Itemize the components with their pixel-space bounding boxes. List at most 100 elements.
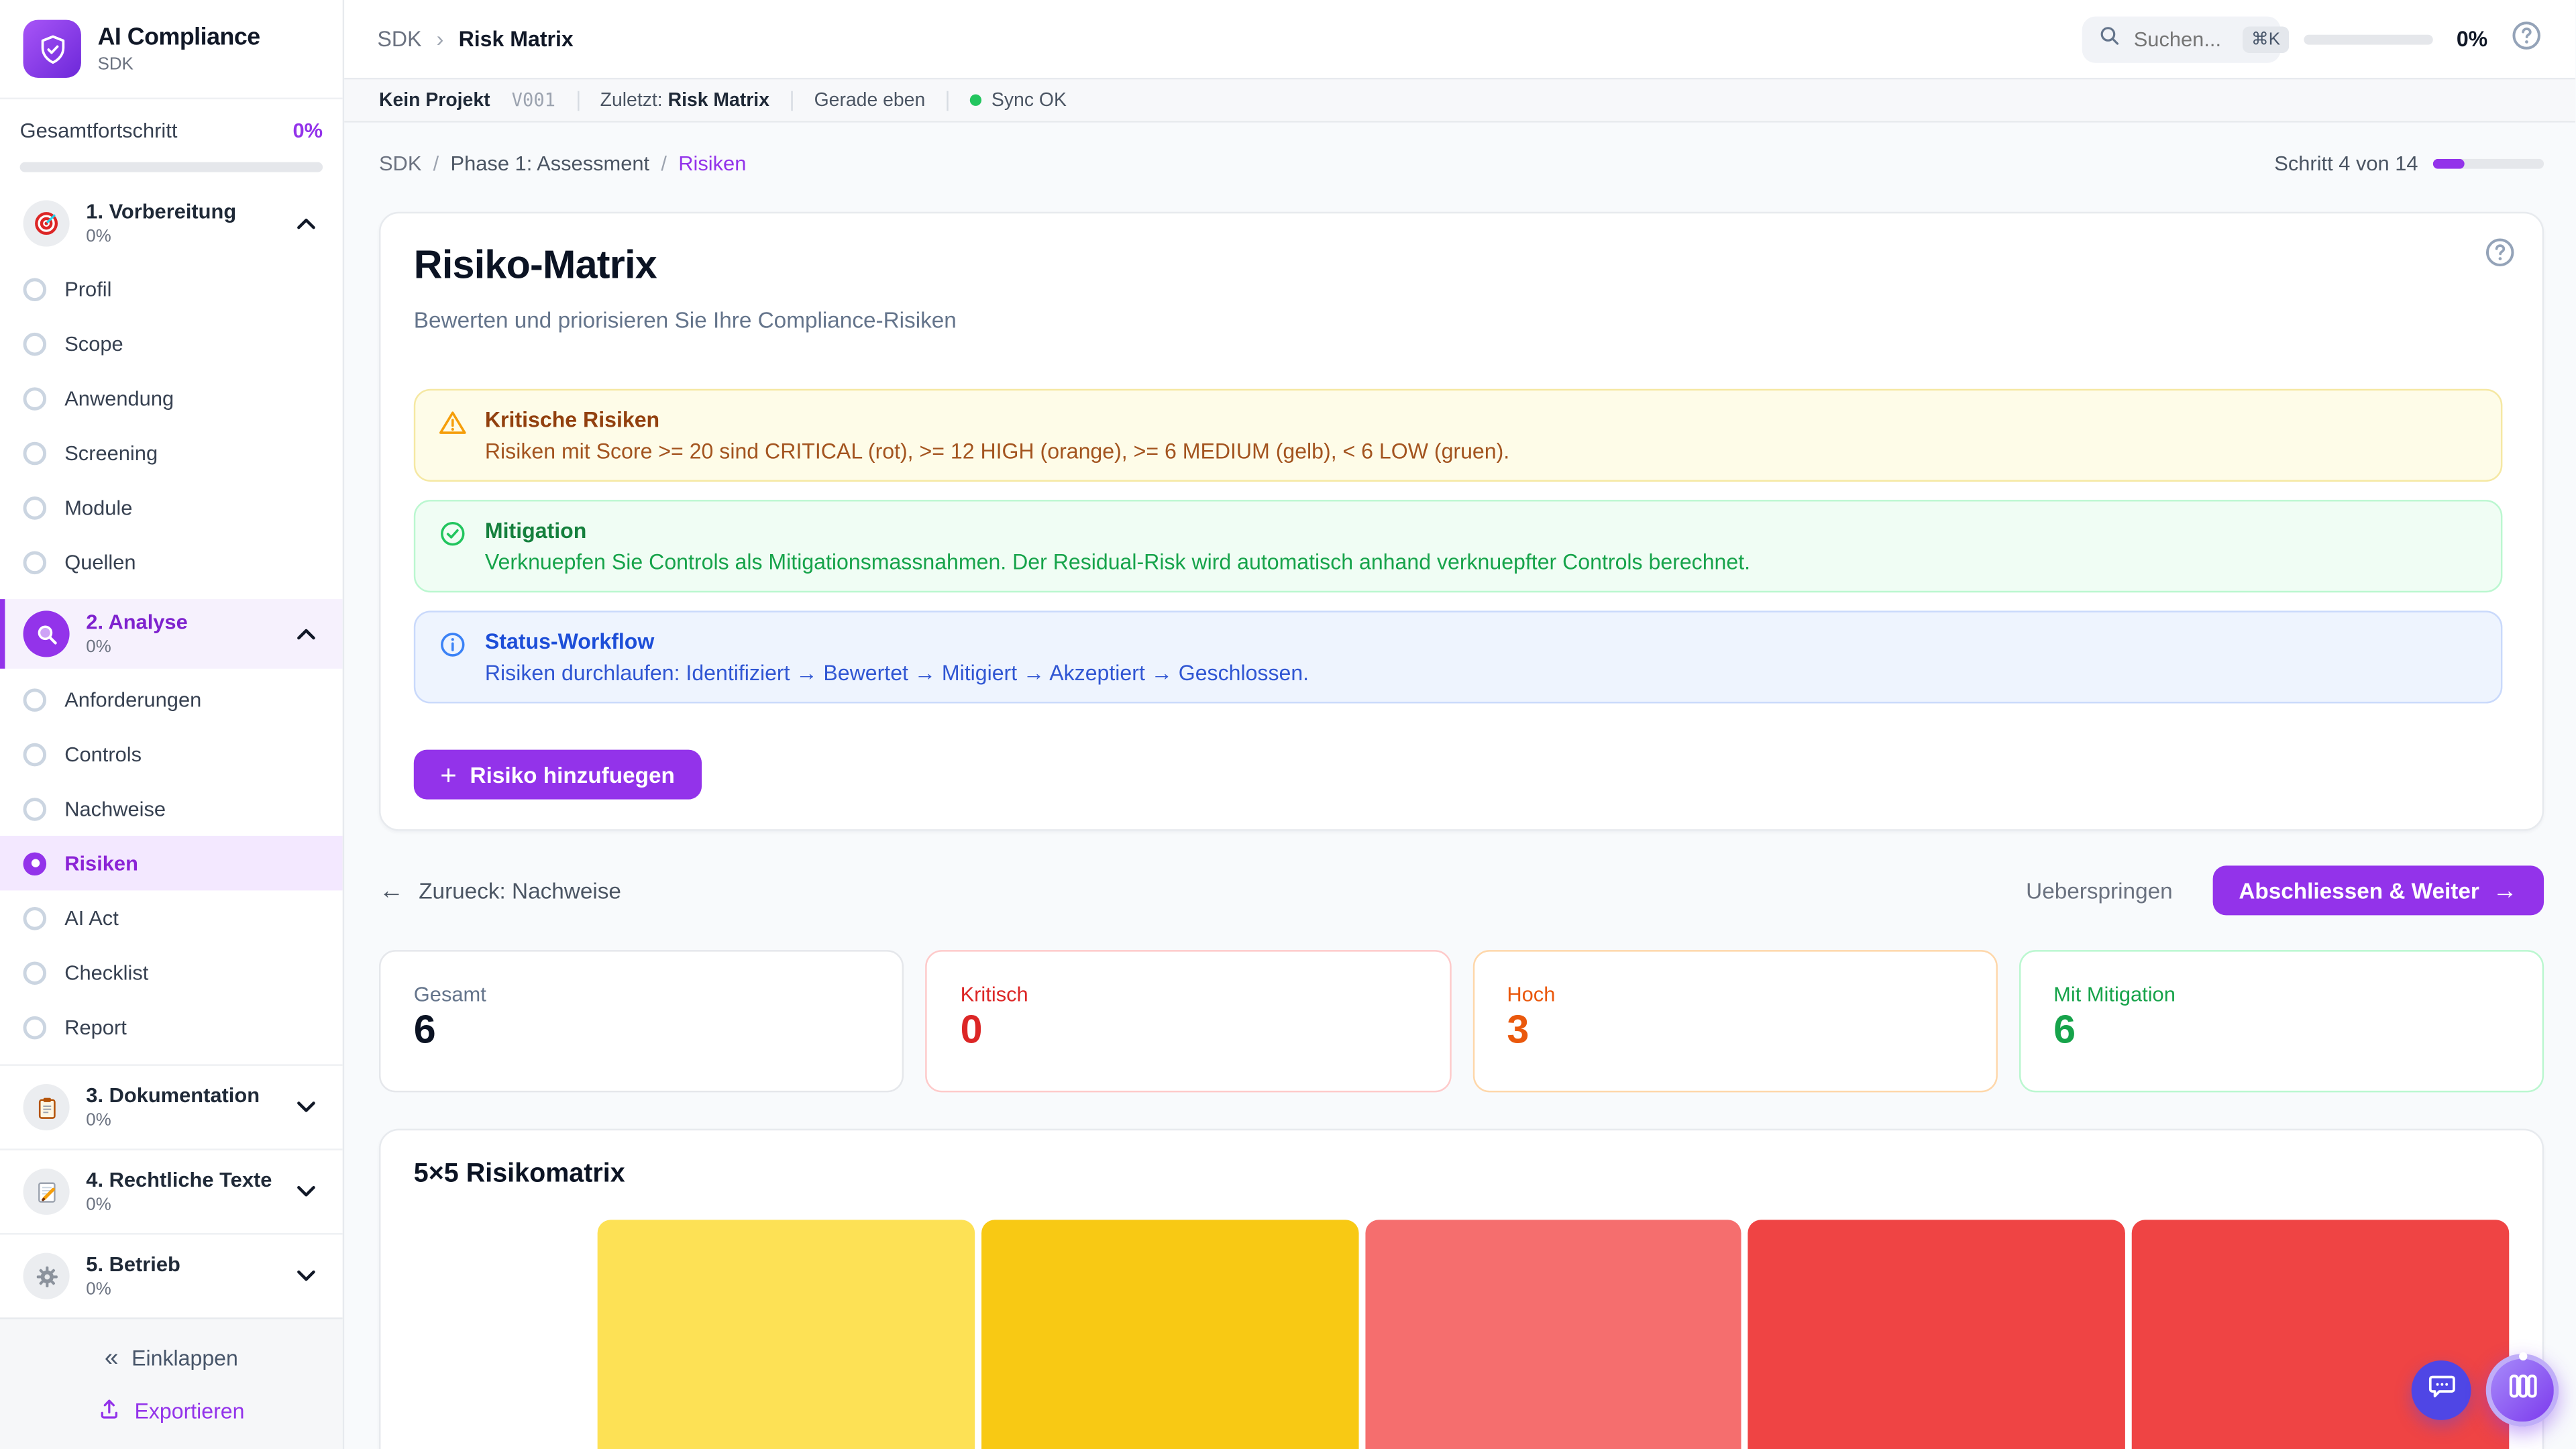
alert-title: Mitigation <box>484 518 587 543</box>
radio-icon <box>23 550 47 574</box>
radio-icon <box>23 742 47 766</box>
sidebar-item-screening[interactable]: Screening <box>0 425 343 480</box>
radio-icon <box>23 961 47 984</box>
sidebar-item-checklist[interactable]: Checklist <box>0 945 343 1000</box>
gear-icon <box>23 1252 70 1299</box>
topbar-progress-value: 0% <box>2456 26 2488 52</box>
matrix-cell[interactable] <box>1748 1220 2126 1449</box>
sidebar: AI Compliance SDK Gesamtfortschritt 0% 1… <box>0 0 345 1449</box>
radio-icon <box>23 796 47 820</box>
breadcrumb-root[interactable]: SDK <box>377 26 422 52</box>
sidebar-item-nachweise[interactable]: Nachweise <box>0 782 343 836</box>
sidebar-item-report[interactable]: Report <box>0 1000 343 1054</box>
last-saved-time: Gerade eben <box>814 90 926 111</box>
sidebar-item-anwendung[interactable]: Anwendung <box>0 371 343 425</box>
section-label: 3. Dokumentation <box>86 1084 260 1108</box>
chevron-right-icon: › <box>436 26 444 52</box>
sidebar-section-vorbereitung[interactable]: 1. Vorbereitung 0% <box>0 189 343 258</box>
stat-label: Mit Mitigation <box>2053 983 2176 1007</box>
sidebar-section-analyse[interactable]: 2. Analyse 0% <box>0 599 343 669</box>
help-icon[interactable] <box>2511 19 2542 58</box>
search-input[interactable] <box>2133 27 2230 51</box>
sidebar-section-betrieb[interactable]: 5. Betrieb 0% <box>0 1235 343 1318</box>
radio-icon <box>23 441 47 465</box>
matrix-cell[interactable] <box>1364 1220 1742 1449</box>
sidebar-section-rechtliche-texte[interactable]: 4. Rechtliche Texte 0% <box>0 1150 343 1233</box>
upload-icon <box>98 1397 121 1425</box>
memo-icon <box>23 1168 70 1215</box>
step-label: Schritt 4 von 14 <box>2274 152 2418 176</box>
skip-button[interactable]: Ueberspringen <box>2026 877 2173 903</box>
sidebar-item-profil[interactable]: Profil <box>0 262 343 316</box>
stat-card-kritisch: Kritisch 0 <box>925 950 1451 1093</box>
sidebar-item-anforderungen[interactable]: Anforderungen <box>0 672 343 727</box>
chevron-down-icon[interactable] <box>297 1177 317 1206</box>
overall-progress-value: 0% <box>292 119 323 143</box>
breadcrumb-risiken: Risiken <box>678 152 747 176</box>
chat-button[interactable] <box>2411 1360 2471 1420</box>
collapse-icon: « <box>104 1344 119 1373</box>
last-page: Zuletzt: Risk Matrix <box>600 90 769 111</box>
card-help-icon[interactable] <box>2484 237 2516 276</box>
alert-critical-risks: Kritische Risiken Risiken mit Score >= 2… <box>413 388 2503 482</box>
info-circle-icon <box>439 631 467 685</box>
alert-body: Risiken durchlaufen: Identifiziert → Bew… <box>484 660 1309 686</box>
section-progress: 0% <box>86 226 111 246</box>
back-button[interactable]: ← Zurueck: Nachweise <box>378 876 621 905</box>
section-progress: 0% <box>86 1194 111 1215</box>
section-progress: 0% <box>86 1110 111 1130</box>
keyboard-shortcut-badge: ⌘K <box>2243 25 2289 52</box>
stat-label: Hoch <box>1507 983 1556 1007</box>
check-circle-icon <box>439 520 467 574</box>
project-name: Kein Projekt <box>378 90 490 111</box>
overall-progress-bar <box>19 162 323 172</box>
radio-icon <box>23 331 47 356</box>
warning-triangle-icon <box>439 409 467 463</box>
sidebar-item-ai-act[interactable]: AI Act <box>0 890 343 945</box>
app-title: AI Compliance <box>97 23 261 51</box>
chevron-down-icon[interactable] <box>297 1092 317 1122</box>
section-label: 1. Vorbereitung <box>86 201 237 224</box>
version-badge: V001 <box>511 89 556 111</box>
radio-icon <box>23 688 47 711</box>
stat-value: 0 <box>960 1008 983 1053</box>
columns-icon <box>2505 1368 2540 1411</box>
clipboard-icon <box>23 1084 70 1131</box>
status-bar: Kein Projekt V001 Zuletzt: Risk Matrix G… <box>344 79 2575 123</box>
collapse-sidebar-button[interactable]: « Einklappen <box>104 1344 238 1373</box>
stat-value: 6 <box>2053 1008 2076 1053</box>
sidebar-item-module[interactable]: Module <box>0 480 343 534</box>
sidebar-item-scope[interactable]: Scope <box>0 316 343 370</box>
alert-body: Verknuepfen Sie Controls als Mitigations… <box>484 549 1751 575</box>
add-risk-button[interactable]: + Risiko hinzufuegen <box>413 749 702 800</box>
breadcrumb-phase[interactable]: Phase 1: Assessment <box>450 152 650 176</box>
radio-icon <box>23 1015 47 1039</box>
sidebar-item-risiken[interactable]: Risiken <box>0 835 343 891</box>
sidebar-item-controls[interactable]: Controls <box>0 727 343 781</box>
chat-bubble-icon <box>2426 1371 2457 1410</box>
export-button[interactable]: Exportieren <box>98 1397 244 1425</box>
alert-mitigation: Mitigation Verknuepfen Sie Controls als … <box>413 500 2503 593</box>
matrix-title: 5×5 Risikomatrix <box>413 1160 625 1189</box>
topbar-breadcrumb: SDK › Risk Matrix <box>378 26 574 51</box>
matrix-row <box>414 1220 2510 1449</box>
panel-toggle-button[interactable] <box>2485 1352 2559 1427</box>
page-content: SDK / Phase 1: Assessment / Risiken Schr… <box>344 123 2575 1449</box>
breadcrumb-sdk[interactable]: SDK <box>378 152 422 176</box>
sidebar-section-dokumentation[interactable]: 3. Dokumentation 0% <box>0 1066 343 1148</box>
radio-icon <box>23 906 47 930</box>
chevron-down-icon[interactable] <box>297 1261 317 1291</box>
section-label: 5. Betrieb <box>86 1253 180 1277</box>
chevron-up-icon[interactable] <box>297 619 317 649</box>
page-subtitle: Bewerten und priorisieren Sie Ihre Compl… <box>413 307 957 333</box>
search-box[interactable]: ⌘K <box>2082 15 2289 62</box>
matrix-cell[interactable] <box>981 1220 1358 1449</box>
sidebar-header: AI Compliance SDK <box>0 0 343 100</box>
matrix-cell[interactable] <box>597 1220 975 1449</box>
chevron-up-icon[interactable] <box>297 209 317 238</box>
finish-next-button[interactable]: Abschliessen & Weiter → <box>2212 865 2544 916</box>
sidebar-item-quellen[interactable]: Quellen <box>0 535 343 589</box>
radio-icon <box>23 386 47 410</box>
overall-progress: Gesamtfortschritt 0% <box>0 99 343 189</box>
arrow-left-icon: ← <box>378 876 404 905</box>
